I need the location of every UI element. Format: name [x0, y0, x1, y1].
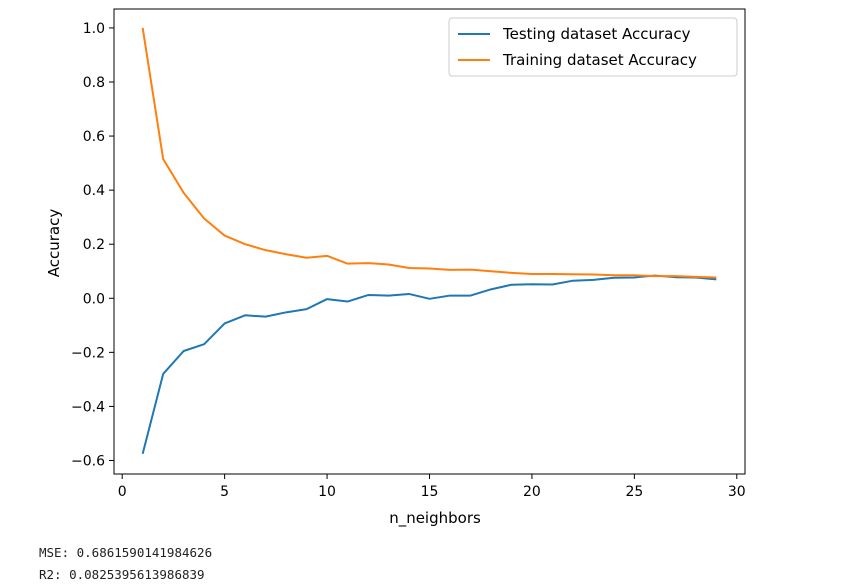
r2-output: R2: 0.0825395613986839	[39, 567, 205, 582]
series-line-training	[141, 27, 717, 279]
y-tick-label: −0.6	[71, 453, 105, 469]
plot-frame	[113, 8, 746, 475]
y-tick-label: 0.6	[83, 129, 105, 145]
x-tick-label: 30	[728, 484, 746, 500]
y-tick-label: 0.8	[83, 75, 105, 91]
x-axis-label: n_neighbors	[389, 509, 481, 528]
legend-label: Training dataset Accuracy	[502, 51, 697, 69]
legend-box	[448, 17, 738, 77]
x-tick-label: 5	[220, 484, 229, 500]
y-axis-label: Accuracy	[45, 209, 63, 278]
y-tick-label: −0.2	[71, 345, 105, 361]
x-tick-label: 10	[318, 484, 336, 500]
x-tick-label: 0	[118, 484, 127, 500]
series-line-testing	[141, 274, 717, 454]
legend-label: Testing dataset Accuracy	[502, 25, 691, 43]
y-tick-label: −0.4	[71, 399, 105, 415]
x-tick-label: 15	[421, 484, 439, 500]
plot-area: 0 5 10 15 20 25 30 −0.6 −0.4 −0.2 0.0 0.2 0.4 0.6 0.8 1…	[71, 8, 746, 500]
x-tick-label: 25	[625, 484, 643, 500]
accuracy-chart: 0 5 10 15 20 25 30 −0.6 −0.4 −0.2 0.0 0.2 0.4 0.6 0.8 1…	[45, 8, 746, 528]
mse-output: MSE: 0.6861590141984626	[39, 545, 213, 560]
y-tick-label: 0.4	[83, 183, 105, 199]
y-tick-label: 0.2	[83, 237, 105, 253]
x-tick-label: 20	[523, 484, 541, 500]
y-tick-label: 0.0	[83, 291, 105, 307]
y-tick-label: 1.0	[83, 21, 105, 37]
